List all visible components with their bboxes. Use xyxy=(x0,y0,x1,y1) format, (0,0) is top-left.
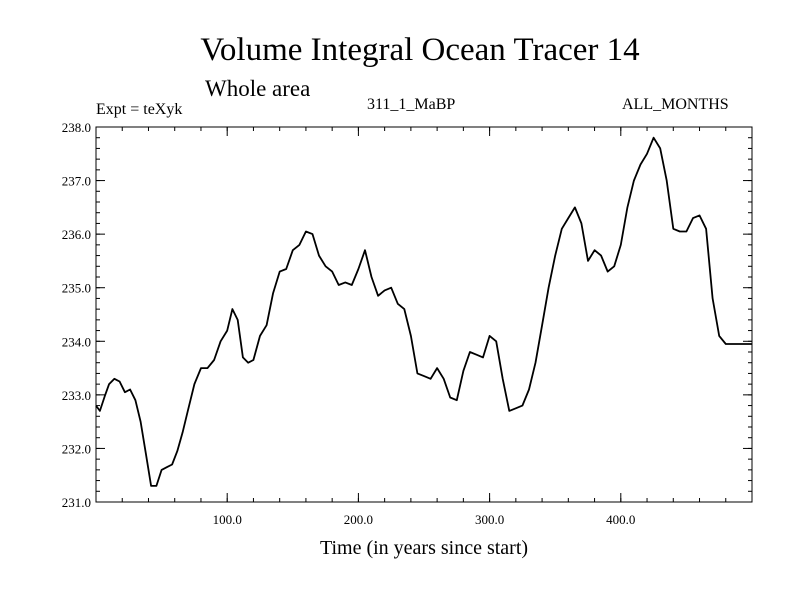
plot-frame xyxy=(95,126,753,503)
y-tick-label: 237.0 xyxy=(62,174,91,189)
y-tick-label: 236.0 xyxy=(62,227,91,242)
y-tick-label: 235.0 xyxy=(62,281,91,296)
chart-title: Volume Integral Ocean Tracer 14 xyxy=(200,32,640,68)
y-tick-label: 234.0 xyxy=(62,334,91,349)
x-tick-label: 400.0 xyxy=(606,512,635,527)
x-tick-label: 300.0 xyxy=(475,512,504,527)
axis-ticks xyxy=(95,126,753,503)
experiment-label: Expt = teXyk xyxy=(96,101,183,118)
chart-subtitle: Whole area xyxy=(205,76,311,101)
x-tick-label: 200.0 xyxy=(344,512,373,527)
series-line xyxy=(95,136,752,487)
x-axis-label: Time (in years since start) xyxy=(320,537,528,559)
y-tick-label: 233.0 xyxy=(62,388,91,403)
y-tick-label: 232.0 xyxy=(62,441,91,456)
run-label: 311_1_MaBP xyxy=(367,96,456,113)
x-tick-label: 100.0 xyxy=(213,512,242,527)
y-tick-label: 238.0 xyxy=(62,120,91,135)
y-tick-label: 231.0 xyxy=(62,495,91,510)
tick-labels: 100.0 200.0 300.0 400.0 231.0 232.0 233.0 234.0… xyxy=(62,120,636,527)
months-label: ALL_MONTHS xyxy=(622,96,729,113)
